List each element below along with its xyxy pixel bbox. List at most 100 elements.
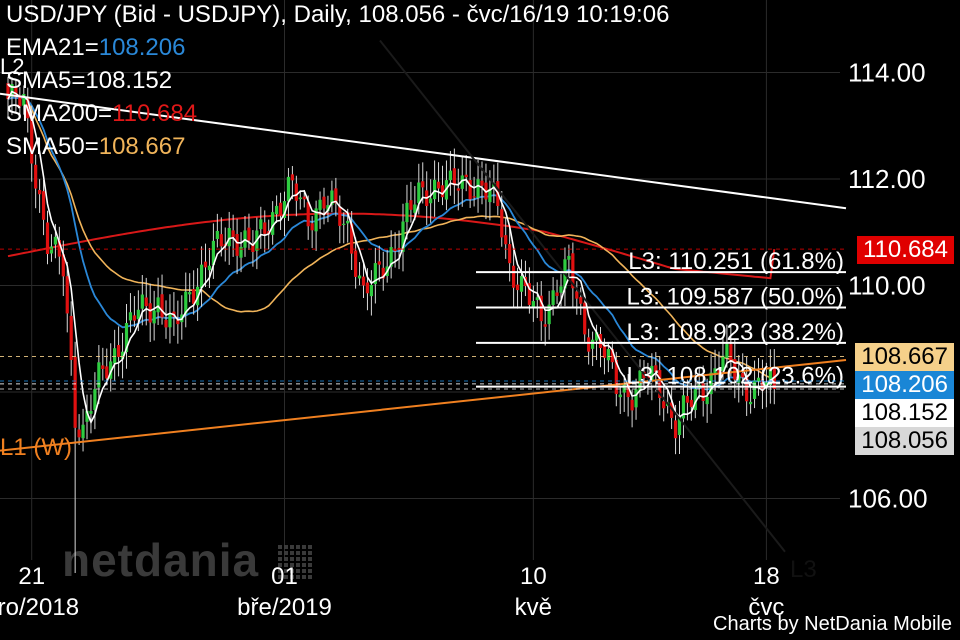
candle-up xyxy=(49,246,54,254)
candle-up xyxy=(768,368,772,386)
fibonacci-layer[interactable]: L3: 110.251 (61.8%) L3: 109.587 (50.0%) L3… xyxy=(476,248,846,390)
candle-up xyxy=(298,197,302,200)
trendline-L2-label: L2 xyxy=(0,54,24,79)
logo-dot xyxy=(308,545,312,549)
y-tick-label: 114.00 xyxy=(848,58,926,88)
candle-down xyxy=(6,83,10,100)
candle-up xyxy=(705,396,709,405)
candle-up xyxy=(215,230,219,239)
candle-up xyxy=(622,384,626,393)
logo-dot xyxy=(284,557,288,561)
trendline-L1-label: L1 (W) xyxy=(0,434,72,461)
sma5-legend: SMA5=108.152 xyxy=(6,66,172,96)
candle-down xyxy=(306,202,310,227)
sma200-path xyxy=(7,212,776,280)
logo-dot xyxy=(278,551,282,555)
candle-up xyxy=(634,389,638,408)
sma200-legend: SMA200=110.684 xyxy=(6,99,197,129)
candle-down xyxy=(610,348,614,363)
candle-up xyxy=(330,190,334,205)
candle-down xyxy=(583,302,587,335)
candle-up xyxy=(271,212,275,235)
x-tick-day: 10 xyxy=(520,563,547,590)
logo-dot xyxy=(302,551,306,555)
candle-down xyxy=(464,174,468,178)
candle-down xyxy=(654,365,658,372)
candle-down xyxy=(393,249,397,252)
candle-down xyxy=(294,183,298,201)
candle-down xyxy=(38,189,42,195)
logo-dot xyxy=(308,569,312,573)
candle-down xyxy=(310,223,314,231)
candle-up xyxy=(227,227,231,247)
logo-dot xyxy=(284,575,288,579)
candle-up xyxy=(318,199,322,210)
logo-dot xyxy=(278,545,282,549)
sma5-value: 108.152 xyxy=(85,67,173,94)
candle-down xyxy=(452,168,456,186)
candle-up xyxy=(124,323,129,353)
candle-down xyxy=(512,265,516,288)
candle-up xyxy=(417,182,421,204)
logo-dot xyxy=(302,557,306,561)
candle-up xyxy=(519,276,524,292)
logo-dot xyxy=(308,575,312,579)
x-tick-month: čvc xyxy=(748,594,784,621)
logo-dot xyxy=(284,551,288,555)
trendline-L3 xyxy=(379,39,786,553)
candle-down xyxy=(132,315,136,321)
candle-down xyxy=(148,303,152,323)
candle-up xyxy=(286,176,291,202)
price-tag-sma5: 108.152 xyxy=(855,399,954,427)
candle-up xyxy=(199,264,204,288)
candle-down xyxy=(302,196,306,200)
candle-down xyxy=(717,370,721,375)
candle-down xyxy=(480,180,484,186)
candle-down xyxy=(602,344,607,358)
candle-down xyxy=(575,291,579,299)
logo-dot xyxy=(302,569,306,573)
logo-dot xyxy=(296,575,300,579)
candle-up xyxy=(97,362,101,388)
chart-title: USD/JPY (Bid - USDJPY), Daily, 108.056 -… xyxy=(6,1,670,28)
logo-dot xyxy=(278,563,282,567)
candle-down xyxy=(409,200,413,210)
logo-dot xyxy=(308,551,312,555)
logo-dot xyxy=(290,575,294,579)
candle-up xyxy=(709,372,713,395)
candle-up xyxy=(488,189,492,203)
candle-up xyxy=(156,297,160,313)
candle-up xyxy=(567,255,571,260)
candle-down xyxy=(14,87,18,98)
candle-down xyxy=(34,164,38,189)
logo-dot xyxy=(284,563,288,567)
candle-up xyxy=(369,284,373,297)
logo-dot xyxy=(296,557,300,561)
candle-up xyxy=(531,301,535,308)
candle-down xyxy=(701,383,705,402)
logo-dot xyxy=(296,551,300,555)
candle-down xyxy=(365,282,370,294)
candle-down xyxy=(614,359,618,394)
sma50-value: 108.667 xyxy=(98,133,186,160)
candle-down xyxy=(101,365,105,369)
candle-down xyxy=(361,276,366,286)
candle-up xyxy=(721,355,725,371)
candle-down xyxy=(45,222,50,255)
trendlines-layer[interactable]: L1 (W) L2 L3 xyxy=(0,39,847,583)
candle-down xyxy=(500,209,504,238)
candle-up xyxy=(405,202,409,223)
logo-text: netdania xyxy=(62,534,259,586)
candle-down xyxy=(468,179,472,200)
y-tick-label: 110.00 xyxy=(848,271,926,301)
logo-dot xyxy=(290,563,294,567)
candle-down xyxy=(555,292,559,296)
sma200-value: 110.684 xyxy=(112,100,198,127)
candle-down xyxy=(235,234,239,256)
candle-up xyxy=(752,380,757,399)
trendline-L1 xyxy=(0,359,847,452)
candle-up xyxy=(535,297,539,301)
candle-down xyxy=(689,399,693,408)
